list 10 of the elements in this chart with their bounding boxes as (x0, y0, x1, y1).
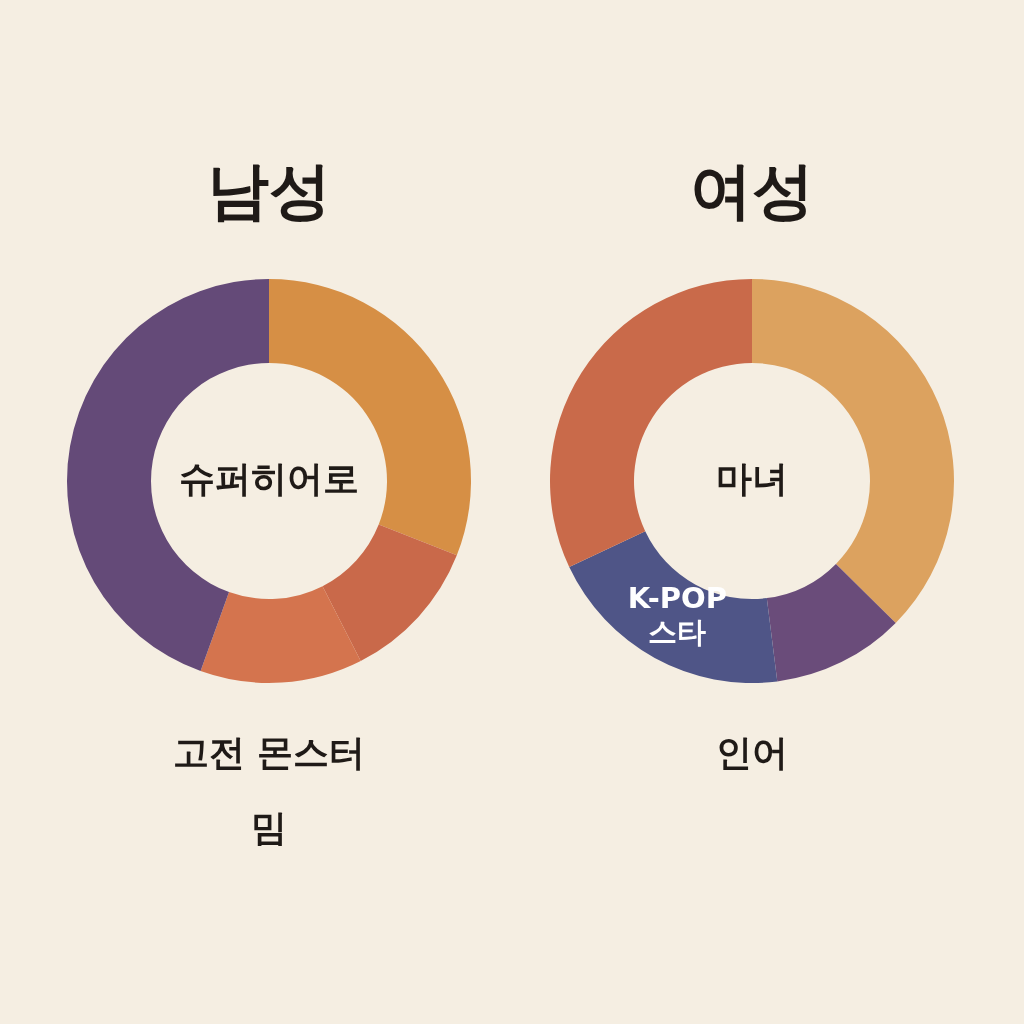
donut-slice (766, 563, 896, 682)
text: 인어 (716, 732, 788, 773)
text: 마녀 (716, 458, 788, 499)
text: 슈퍼히어로 (179, 458, 359, 499)
chart-title: 남성 (207, 154, 331, 228)
donut-slice (569, 531, 778, 683)
text: 고전 몬스터 (172, 732, 366, 773)
text: 밈 (251, 807, 287, 848)
chart-title: 여성 (690, 154, 814, 228)
slice-label: K-POP 스타 (627, 580, 727, 649)
